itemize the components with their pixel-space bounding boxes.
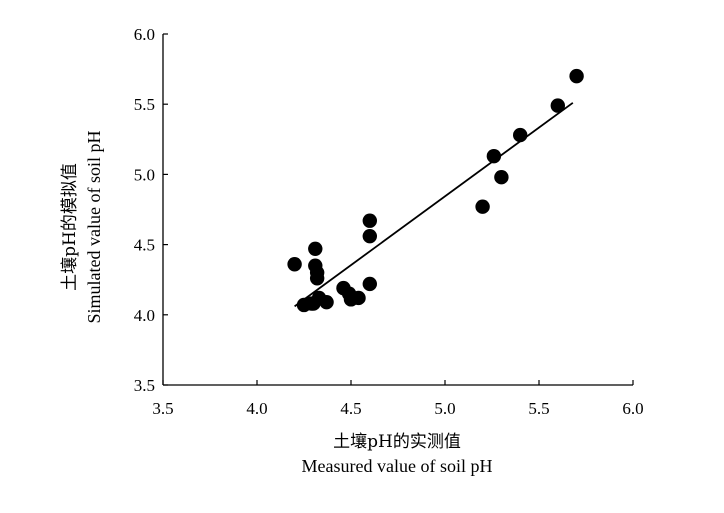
data-point: [362, 276, 377, 292]
data-point: [287, 257, 302, 272]
y-axis-title-cn: 土壤pH的模拟值: [59, 163, 80, 291]
data-point: [475, 199, 490, 214]
x-tick-label: 3.5: [152, 399, 173, 418]
data-point: [486, 148, 502, 164]
points-group: [287, 68, 584, 313]
data-point: [362, 228, 377, 244]
data-point: [362, 213, 377, 228]
y-axis-title-en: Simulated value of soil pH: [84, 131, 104, 324]
x-tick-label: 6.0: [622, 399, 643, 418]
x-tick-label: 5.5: [528, 399, 549, 418]
x-tick-label: 5.0: [434, 399, 455, 418]
y-tick-label: 5.5: [134, 95, 155, 114]
y-tick-label: 6.0: [134, 25, 155, 44]
trendline-group: [294, 102, 574, 308]
y-tick-label: 3.5: [134, 376, 155, 395]
y-tick-label: 4.0: [134, 306, 155, 325]
x-axis-title-cn: 土壤pH的实测值: [333, 431, 461, 452]
data-point: [319, 294, 334, 310]
y-tick-label: 4.5: [134, 236, 155, 255]
axes: [162, 33, 634, 386]
y-axis-title: 土壤pH的模拟值 Simulated value of soil pH: [59, 131, 104, 324]
data-point: [513, 127, 528, 143]
x-tick-label: 4.5: [340, 399, 361, 418]
data-point: [550, 98, 565, 113]
trendline: [294, 102, 574, 308]
data-point: [351, 290, 366, 306]
x-axis-title-en: Measured value of soil pH: [302, 456, 493, 476]
data-point: [308, 241, 323, 257]
data-point: [494, 170, 509, 185]
y-tick-label: 5.0: [134, 165, 155, 184]
x-tick-label: 4.0: [246, 399, 267, 418]
data-point: [309, 271, 325, 286]
tick-labels: 3.5 4.0 4.5 5.0 5.5 6.0 3.5 4.0 4.5 5.0 5.5 6.0: [134, 25, 644, 418]
data-point: [569, 68, 584, 84]
